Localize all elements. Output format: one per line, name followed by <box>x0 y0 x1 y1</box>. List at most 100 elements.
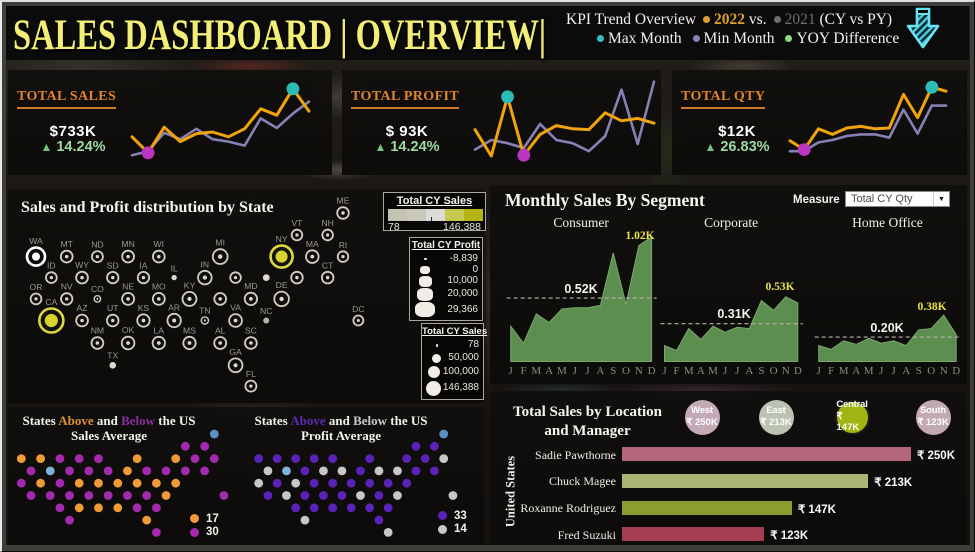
sales-dot-AL[interactable] <box>132 503 142 513</box>
sales-dot-MA[interactable] <box>190 454 200 463</box>
region-circle-east[interactable]: East ₹ 213K <box>758 399 794 435</box>
sales-dot-PA[interactable] <box>161 466 171 476</box>
state-mark-ND[interactable] <box>91 250 104 264</box>
profit-dot-ME[interactable] <box>439 429 449 439</box>
state-mark-AR[interactable] <box>166 312 182 329</box>
sales-dot-WA[interactable] <box>16 454 26 463</box>
sales-dot-AR[interactable] <box>103 491 113 500</box>
sales-dot-MS[interactable] <box>113 503 123 513</box>
profit-dot-NY[interactable] <box>402 454 412 463</box>
profit-dot-TX[interactable] <box>300 515 310 525</box>
sales-dot-OH[interactable] <box>142 466 152 476</box>
profit-dot-GA[interactable] <box>374 515 384 525</box>
state-mark-WV[interactable] <box>213 292 228 306</box>
sales-dot-SC[interactable] <box>152 503 161 513</box>
profit-dot-SD[interactable] <box>300 466 310 476</box>
state-mark-OR[interactable] <box>29 292 43 306</box>
max-month-marker[interactable] <box>501 90 514 104</box>
state-mark-ID[interactable] <box>45 271 58 284</box>
sales-dot-GA[interactable] <box>142 515 152 525</box>
profit-dot-NM[interactable] <box>291 503 301 513</box>
sales-dot-TN[interactable] <box>123 491 132 500</box>
max-month-marker[interactable] <box>925 80 939 94</box>
state-mark-IN[interactable] <box>197 269 213 286</box>
profit-dot-NJ[interactable] <box>411 466 421 476</box>
profit-dot-FL[interactable] <box>383 528 393 537</box>
max-month-marker[interactable] <box>286 82 300 96</box>
state-mark-MT[interactable] <box>59 249 74 264</box>
profit-dot-KS[interactable] <box>319 491 328 500</box>
state-mark-CT[interactable] <box>320 270 335 285</box>
state-mark-WI[interactable] <box>152 249 166 264</box>
state-mark-NE[interactable] <box>121 291 136 306</box>
profit-dot-OK[interactable] <box>309 503 319 513</box>
state-mark-LA[interactable] <box>151 335 166 351</box>
profit-dot-MO[interactable] <box>328 478 338 488</box>
profit-dot-CA[interactable] <box>263 491 273 500</box>
sales-dot-DC[interactable] <box>219 491 229 500</box>
sales-dot-CO[interactable] <box>55 478 65 488</box>
sales-dot-NY[interactable] <box>171 454 181 463</box>
state-mark-DE[interactable] <box>273 290 290 308</box>
profit-dot-MA[interactable] <box>420 454 430 463</box>
sales-dot-VT[interactable] <box>180 441 190 451</box>
state-mark-VA[interactable] <box>228 313 243 328</box>
profit-dot-IA[interactable] <box>319 466 328 476</box>
sales-dot-LA[interactable] <box>94 503 103 513</box>
state-mark-MN[interactable] <box>121 249 135 264</box>
sales-dot-ID[interactable] <box>26 466 36 476</box>
state-mark-NV[interactable] <box>60 292 74 306</box>
state-mark-OK[interactable] <box>120 335 136 351</box>
profit-dot-DE[interactable] <box>402 478 412 488</box>
sales-dot-FL[interactable] <box>152 528 161 537</box>
profit-dot-MD[interactable] <box>383 478 393 488</box>
sales-dot-OK[interactable] <box>74 503 84 513</box>
profit-dot-WY[interactable] <box>282 466 291 476</box>
state-mark-NY[interactable] <box>269 244 294 269</box>
state-mark-MO[interactable] <box>151 291 166 306</box>
sales-dot-AZ[interactable] <box>45 491 55 500</box>
profit-dot-NV[interactable] <box>272 478 282 488</box>
area-corporate[interactable] <box>664 296 799 362</box>
manager-bar-sadie[interactable] <box>622 447 911 461</box>
profit-dot-SC[interactable] <box>383 503 393 513</box>
state-mark-SD[interactable] <box>106 270 120 285</box>
sales-dot-CA[interactable] <box>26 491 36 500</box>
profit-dot-AL[interactable] <box>365 503 375 513</box>
profit-dot-OR[interactable] <box>254 478 264 488</box>
profit-dot-CO[interactable] <box>291 478 301 488</box>
sales-dot-NJ[interactable] <box>180 466 190 476</box>
region-circle-west[interactable]: West ₹ 250K <box>684 399 720 435</box>
sales-dot-WY[interactable] <box>45 466 55 476</box>
state-mark-MI[interactable] <box>211 248 229 265</box>
sales-dot-KY[interactable] <box>113 478 123 488</box>
sales-dot-NH[interactable] <box>200 441 210 451</box>
sales-dot-RI[interactable] <box>209 454 219 463</box>
state-mark-WA[interactable] <box>25 246 47 267</box>
profit-dot-IN[interactable] <box>356 466 365 476</box>
profit-dot-KY[interactable] <box>346 478 356 488</box>
sales-dot-VA[interactable] <box>142 491 152 500</box>
state-mark-VT[interactable] <box>290 228 304 242</box>
sales-dot-MT[interactable] <box>36 454 45 463</box>
sales-dot-NE[interactable] <box>74 478 84 488</box>
sales-dot-KS[interactable] <box>84 491 94 500</box>
profit-dot-ID[interactable] <box>263 466 273 476</box>
state-mark-DC[interactable] <box>352 314 365 327</box>
profit-dot-AR[interactable] <box>337 491 347 500</box>
state-mark-WY[interactable] <box>75 270 89 285</box>
sales-dot-OR[interactable] <box>16 478 26 488</box>
profit-dot-IL[interactable] <box>337 466 347 476</box>
region-circle-central[interactable]: Central ₹ 147K <box>834 399 870 435</box>
area-consumer[interactable] <box>510 236 653 362</box>
profit-dot-RI[interactable] <box>439 454 449 463</box>
state-mark-PA[interactable] <box>262 274 270 281</box>
min-month-marker[interactable] <box>797 143 811 157</box>
state-mark-MA[interactable] <box>305 249 320 264</box>
sales-dot-ME[interactable] <box>209 429 219 439</box>
sales-dot-IL[interactable] <box>103 466 113 476</box>
state-mark-KY[interactable] <box>181 290 198 307</box>
state-mark-IA[interactable] <box>136 270 151 285</box>
measure-dropdown[interactable]: Total CY Qty ▼ <box>845 191 950 207</box>
download-icon[interactable] <box>903 5 943 53</box>
